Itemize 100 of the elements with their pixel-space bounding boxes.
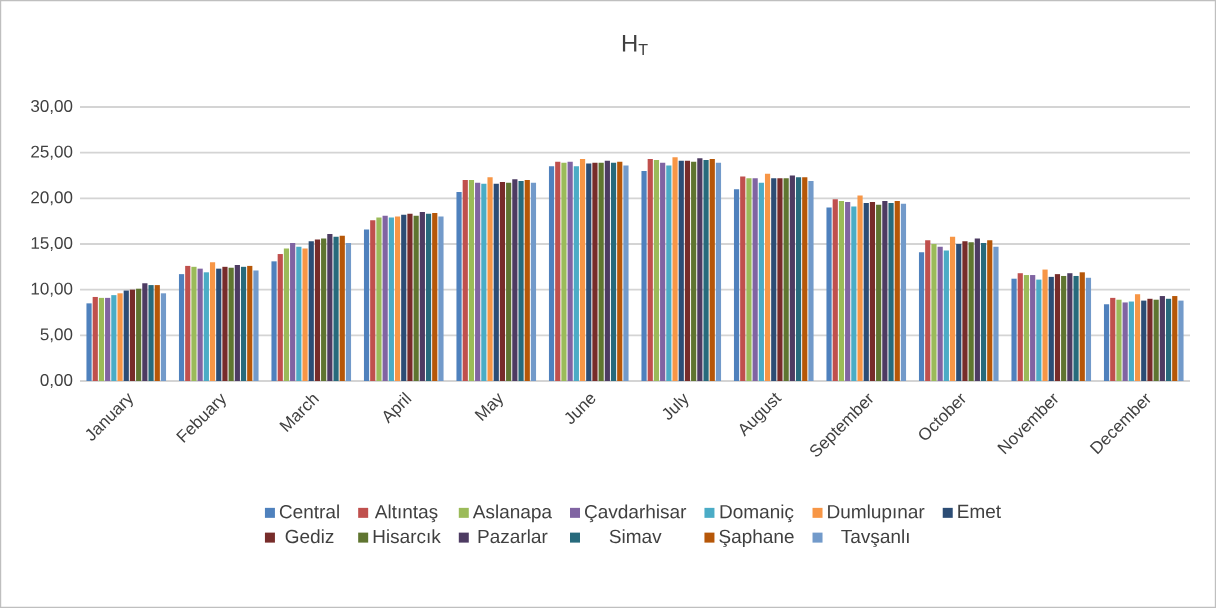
bar [882, 201, 888, 381]
bar [709, 159, 715, 381]
bar [321, 238, 327, 381]
bar [86, 303, 92, 381]
bar [567, 161, 573, 381]
y-tick-label: 25,00 [31, 145, 73, 160]
bar [105, 297, 111, 381]
bar [111, 295, 117, 381]
bar [746, 178, 752, 381]
bar [943, 250, 949, 381]
bar [333, 236, 339, 381]
bar [764, 173, 771, 381]
bar [980, 243, 987, 381]
bar [462, 180, 468, 381]
bar [178, 274, 185, 381]
bar [1159, 296, 1165, 381]
legend-label: Şaphane [719, 529, 794, 548]
legend-label: Tavşanlı [841, 529, 909, 548]
bar [154, 285, 160, 381]
bar [1122, 302, 1128, 381]
y-tick-label: 5,00 [40, 328, 73, 343]
bar [691, 161, 697, 381]
legend-label: Simav [609, 529, 662, 544]
bar [382, 215, 388, 381]
bar [277, 254, 283, 381]
bar [376, 217, 382, 381]
legend-label: Hisarcık [373, 529, 441, 544]
bar [1011, 278, 1017, 381]
bar [1023, 275, 1030, 381]
bar [715, 162, 722, 381]
bar [129, 289, 136, 381]
bar [314, 239, 321, 381]
bar [1030, 275, 1036, 381]
bar [228, 267, 234, 381]
legend-label: Dumlupınar [828, 504, 925, 523]
bar [918, 252, 925, 381]
bar [869, 201, 876, 381]
bar [697, 158, 703, 381]
bar [968, 242, 974, 381]
bar [684, 160, 691, 381]
bar [888, 202, 894, 381]
bar [191, 266, 197, 381]
bar [438, 216, 444, 381]
bar [993, 246, 999, 381]
bar [308, 241, 314, 381]
bar [98, 297, 105, 381]
bar [703, 159, 709, 381]
bar [283, 248, 290, 381]
bar [838, 201, 845, 381]
legend-label: Central [279, 504, 339, 519]
bar [222, 266, 228, 381]
bar [296, 246, 302, 381]
bar [234, 264, 240, 381]
bar [401, 214, 407, 381]
bar [518, 180, 524, 381]
bar [1110, 297, 1116, 381]
bar [777, 178, 783, 381]
bar [468, 180, 475, 381]
bar [117, 293, 123, 381]
bar [1073, 275, 1079, 381]
bar [1134, 294, 1141, 381]
bar [666, 165, 672, 381]
bar [363, 229, 370, 381]
bar [987, 240, 993, 381]
bar [962, 241, 968, 381]
bar [1165, 298, 1172, 381]
bar [758, 182, 764, 381]
bar [1172, 296, 1178, 381]
bar [1042, 269, 1048, 381]
bar [425, 213, 432, 381]
bar [863, 202, 869, 381]
bar [857, 195, 863, 381]
bar [92, 296, 98, 381]
bar [845, 201, 851, 381]
bar [142, 283, 148, 381]
bar [592, 162, 598, 381]
bar [1061, 275, 1067, 381]
bar [653, 159, 660, 381]
bar [512, 179, 518, 381]
bar [413, 215, 419, 381]
bar [419, 212, 425, 381]
bar [641, 170, 647, 381]
bar [660, 162, 666, 381]
legend-label: Emet [958, 504, 1001, 519]
bar [209, 262, 216, 381]
bar [1017, 273, 1023, 381]
bar [672, 157, 678, 381]
bar [148, 285, 154, 381]
y-tick-label: 0,00 [40, 373, 73, 388]
bar [524, 180, 530, 381]
bar [487, 177, 493, 381]
bar [802, 177, 808, 381]
x-tick-label: May [474, 392, 503, 421]
bar [555, 161, 561, 381]
bar [185, 265, 191, 381]
bar [573, 166, 579, 381]
bar [752, 178, 758, 381]
legend-label: Domaniç [720, 504, 794, 523]
bar [974, 238, 980, 381]
bar [678, 160, 684, 381]
